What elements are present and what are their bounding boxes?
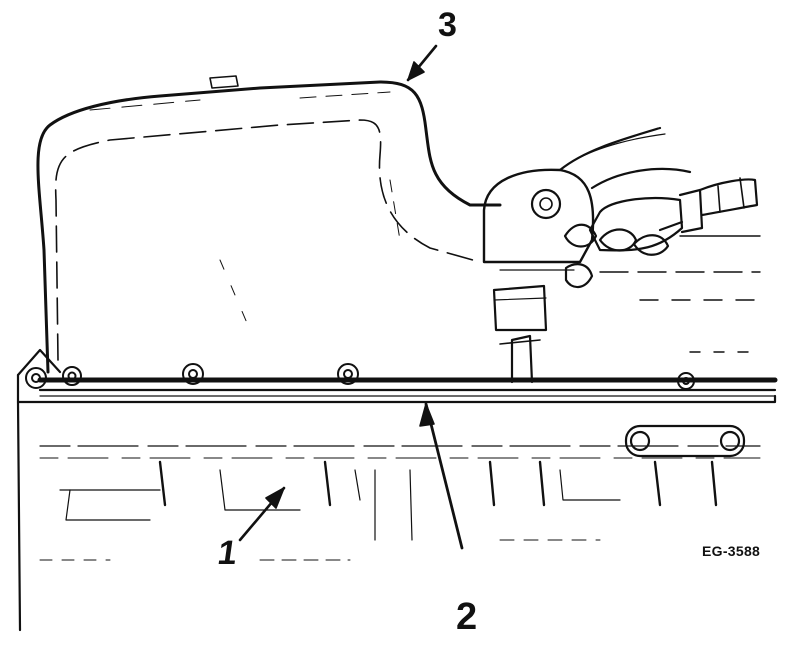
- callout-label-2: 2: [456, 596, 478, 638]
- callout-arrow-3: [406, 44, 438, 82]
- side-bracket: [624, 424, 746, 458]
- hand: [558, 126, 692, 289]
- background-structure: [599, 235, 761, 353]
- callout-label-3: 3: [438, 6, 457, 44]
- figure-code: EG-3588: [702, 543, 761, 559]
- callout-arrow-2: [419, 402, 464, 550]
- gasket-flange: [16, 348, 778, 404]
- engine-block: [16, 400, 761, 632]
- flange-bolts: [25, 363, 695, 390]
- air-impact-wrench: [482, 168, 759, 384]
- oil-pan-housing: [36, 75, 502, 374]
- callout-arrow-1: [238, 486, 286, 542]
